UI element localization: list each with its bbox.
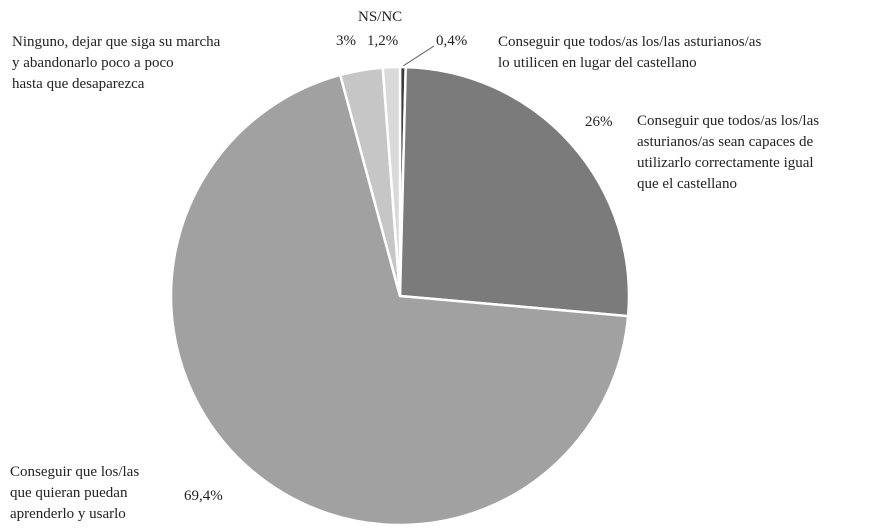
value-label: 1,2% bbox=[367, 33, 399, 49]
pie-slice bbox=[398, 65, 631, 318]
leader-line bbox=[402, 45, 435, 67]
category-label: Conseguir que todos/as los/las asturiano… bbox=[498, 34, 762, 71]
category-label: Conseguir que todos/as los/las asturiano… bbox=[637, 113, 820, 192]
value-label: 26% bbox=[585, 114, 613, 130]
category-label: NS/NC bbox=[358, 9, 403, 25]
value-label: 0,4% bbox=[436, 33, 468, 49]
category-label: Ninguno, dejar que siga su marcha y aban… bbox=[12, 34, 221, 92]
value-label: 69,4% bbox=[184, 488, 223, 504]
pie-slice bbox=[169, 73, 630, 527]
category-label: Conseguir que los/las que quieran puedan… bbox=[10, 464, 140, 522]
value-label: 3% bbox=[336, 33, 356, 49]
pie-slice bbox=[381, 65, 402, 297]
